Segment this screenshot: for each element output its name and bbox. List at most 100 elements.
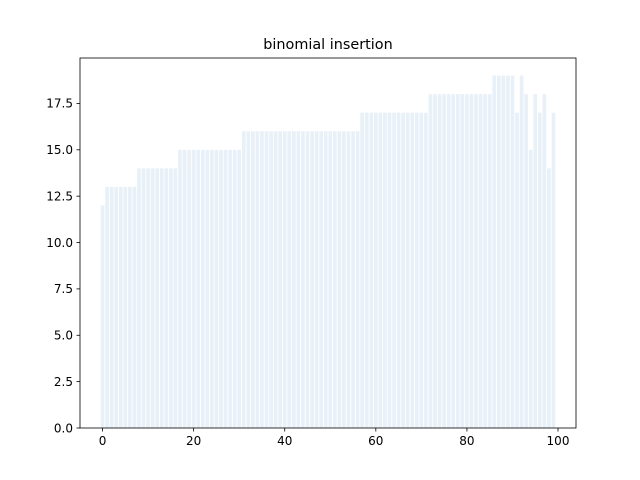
bar xyxy=(524,94,528,429)
bar xyxy=(428,94,433,429)
bar xyxy=(278,131,282,428)
y-axis: 0.0 2.5 5.0 7.5 10.0 12.5 15.0 17.5 xyxy=(46,97,80,435)
y-tick-label: 7.5 xyxy=(54,282,73,296)
y-tick-label: 0.0 xyxy=(54,421,73,435)
bar xyxy=(323,131,328,428)
chart-title: binomial insertion xyxy=(263,37,392,53)
bar xyxy=(228,149,232,428)
bar xyxy=(237,149,242,428)
x-axis: 0 20 40 60 80 100 xyxy=(99,428,570,448)
y-tick-label: 17.5 xyxy=(46,97,73,111)
bar xyxy=(410,112,415,428)
bar xyxy=(178,149,182,428)
bar xyxy=(200,149,205,428)
bar xyxy=(360,112,364,428)
bar xyxy=(182,149,187,428)
bar xyxy=(542,94,547,429)
bar xyxy=(396,112,401,428)
bar xyxy=(296,131,301,428)
bar xyxy=(405,112,410,428)
bar xyxy=(378,112,383,428)
bar xyxy=(487,94,492,429)
bar xyxy=(100,205,105,428)
x-tick-label: 80 xyxy=(459,434,474,448)
bar xyxy=(496,75,501,428)
bar xyxy=(305,131,310,428)
bar xyxy=(223,149,228,428)
bar xyxy=(109,186,114,428)
bar xyxy=(446,94,451,429)
bar xyxy=(246,131,251,428)
bar xyxy=(551,112,556,428)
bar xyxy=(342,131,346,428)
bar xyxy=(219,149,223,428)
bar xyxy=(314,131,319,428)
bar xyxy=(128,186,132,428)
y-tick-label: 12.5 xyxy=(46,189,73,203)
bar xyxy=(232,149,237,428)
bar xyxy=(414,112,419,428)
bar xyxy=(260,131,264,428)
bar xyxy=(537,112,542,428)
bar xyxy=(251,131,255,428)
bar xyxy=(269,131,273,428)
bar xyxy=(478,94,483,429)
x-tick-label: 0 xyxy=(99,434,107,448)
bar xyxy=(364,112,369,428)
bar xyxy=(374,112,378,428)
bar xyxy=(146,168,150,428)
bar xyxy=(264,131,269,428)
bar xyxy=(337,131,342,428)
bar xyxy=(419,112,424,428)
bar xyxy=(150,168,155,428)
bar xyxy=(533,94,538,429)
bar xyxy=(205,149,210,428)
bar xyxy=(164,168,169,428)
bar xyxy=(187,149,191,428)
bar xyxy=(510,75,515,428)
bar xyxy=(123,186,128,428)
bars-group xyxy=(100,75,556,429)
bar xyxy=(492,75,497,428)
bar xyxy=(118,186,123,428)
bar xyxy=(442,94,446,429)
bar xyxy=(333,131,337,428)
bar xyxy=(424,112,428,428)
bar xyxy=(506,75,510,428)
bar xyxy=(515,112,519,428)
bar xyxy=(132,186,137,428)
bar xyxy=(319,131,323,428)
y-tick-label: 15.0 xyxy=(46,143,73,157)
bar xyxy=(173,168,178,428)
bar xyxy=(369,112,374,428)
bar xyxy=(519,75,524,428)
y-tick-label: 10.0 xyxy=(46,236,73,250)
bar xyxy=(141,168,146,428)
bar xyxy=(474,94,478,429)
bar xyxy=(387,112,392,428)
bar xyxy=(346,131,351,428)
x-tick-label: 20 xyxy=(186,434,201,448)
bar xyxy=(501,75,506,428)
bar xyxy=(451,94,456,429)
bar xyxy=(137,168,141,428)
bar xyxy=(437,94,442,429)
bar xyxy=(401,112,405,428)
bar xyxy=(433,94,437,429)
bar xyxy=(287,131,292,428)
bar xyxy=(214,149,219,428)
bar xyxy=(159,168,164,428)
bar xyxy=(351,131,355,428)
x-tick-label: 40 xyxy=(277,434,292,448)
bar xyxy=(241,131,246,428)
bar xyxy=(455,94,460,429)
bar xyxy=(255,131,260,428)
bar xyxy=(292,131,296,428)
bar xyxy=(191,149,196,428)
bar xyxy=(301,131,305,428)
x-tick-label: 100 xyxy=(547,434,570,448)
bar xyxy=(310,131,314,428)
y-tick-label: 2.5 xyxy=(54,375,73,389)
bar xyxy=(196,149,201,428)
